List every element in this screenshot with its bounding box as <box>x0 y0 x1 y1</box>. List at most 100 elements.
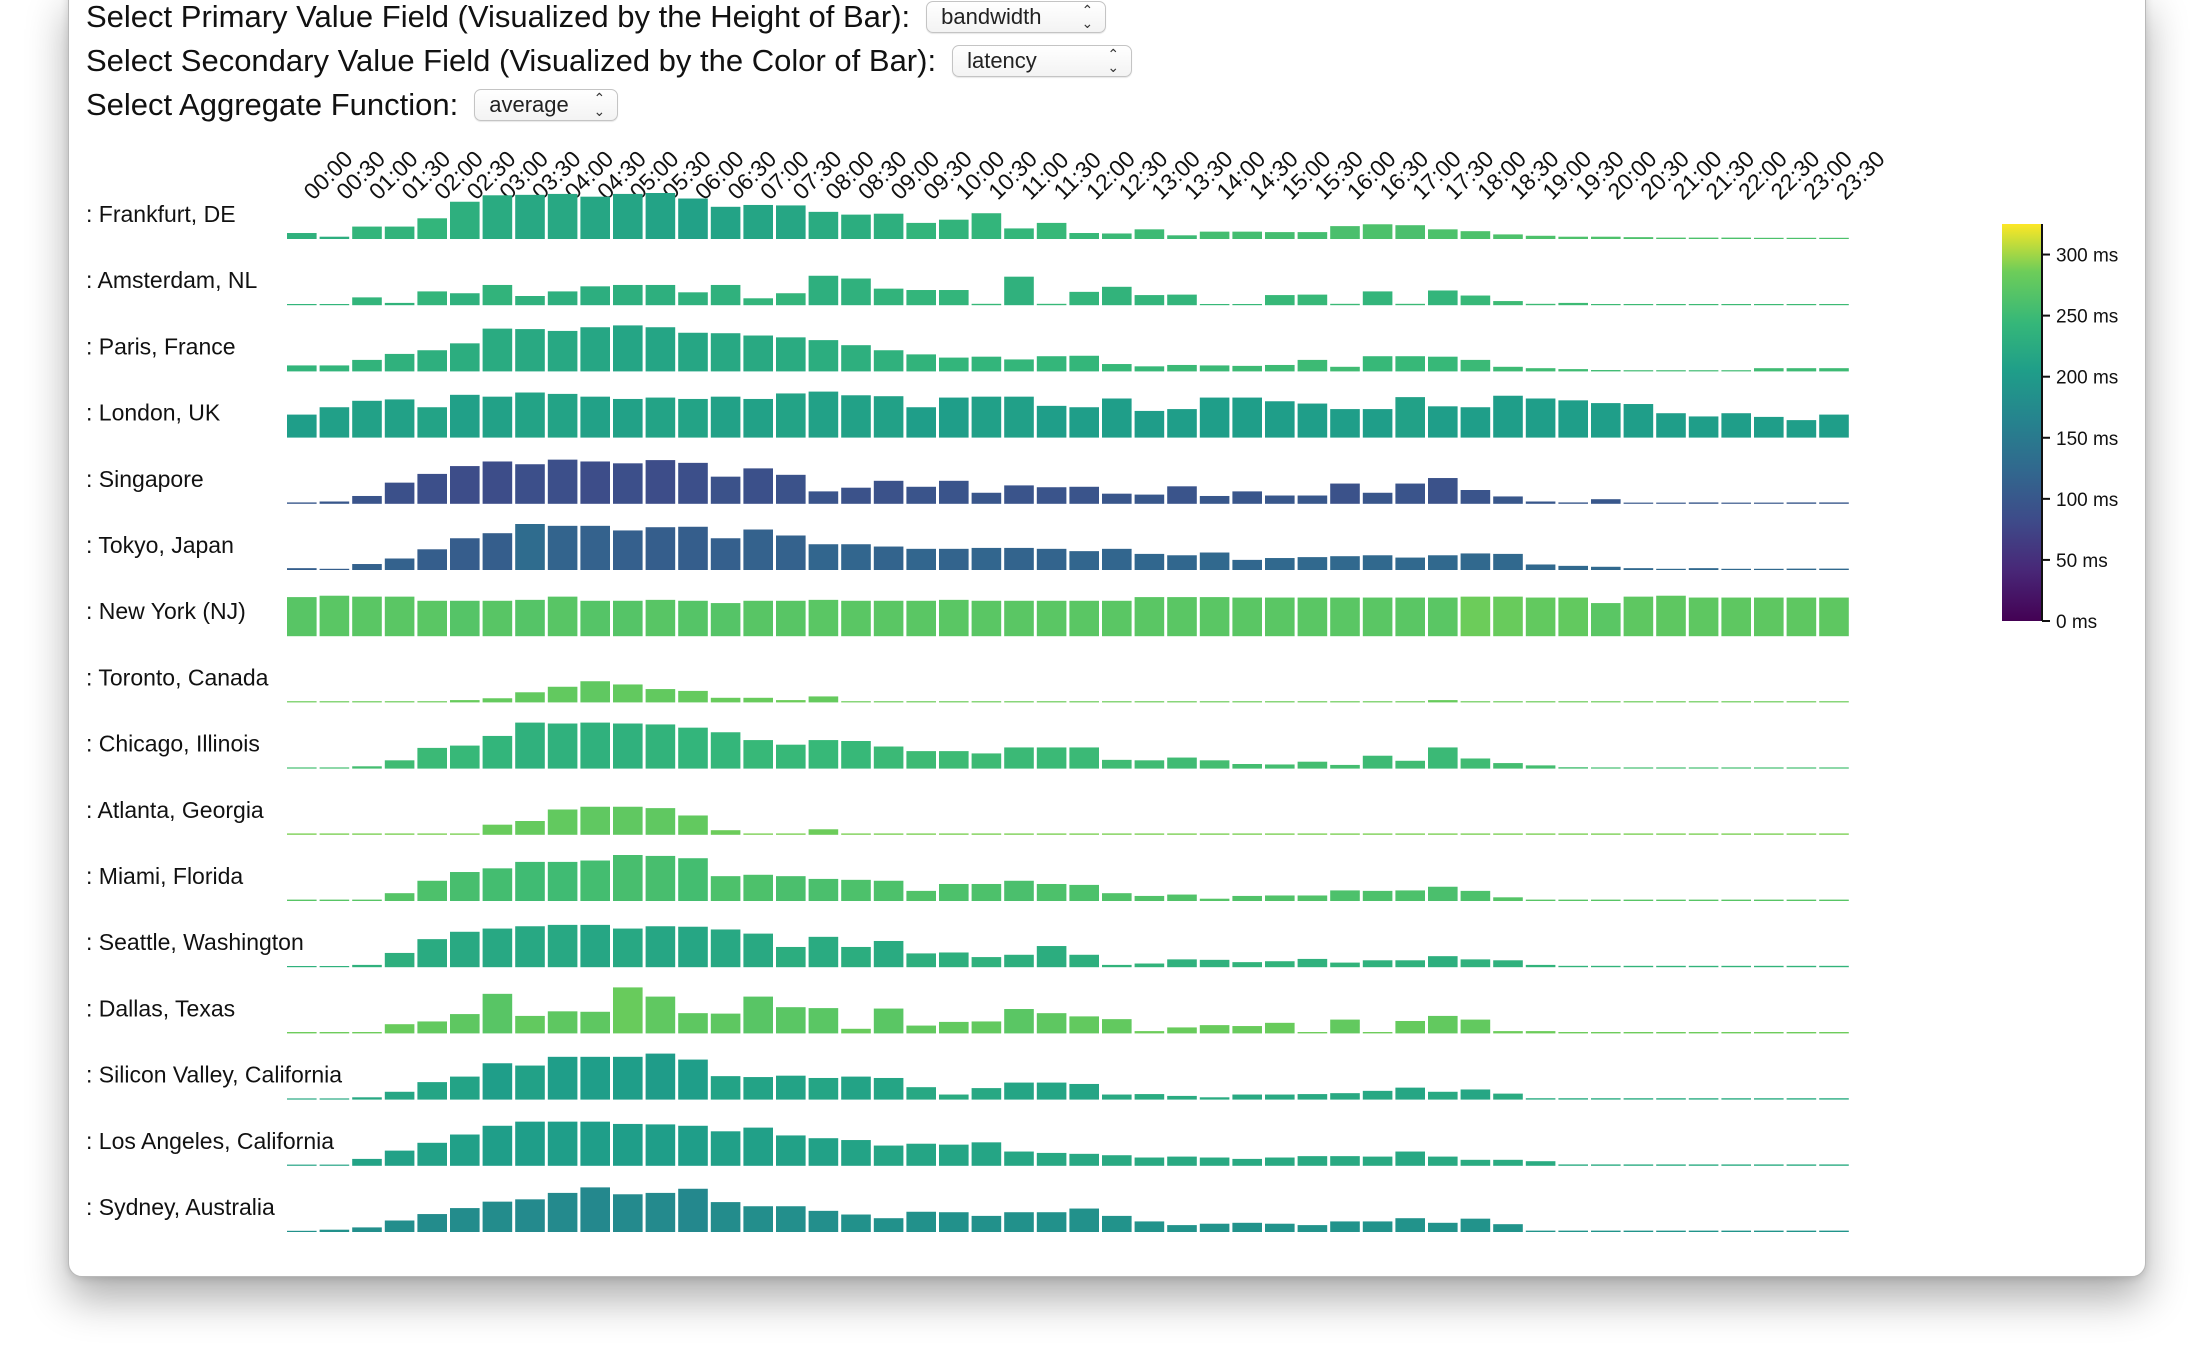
bar <box>1558 701 1588 703</box>
bar <box>613 806 643 835</box>
bar <box>906 953 936 968</box>
bar <box>1525 701 1556 703</box>
bar <box>873 746 904 769</box>
bar <box>1525 398 1556 438</box>
bar <box>1623 1164 1654 1166</box>
bar <box>1591 1098 1621 1100</box>
bar <box>1069 291 1099 306</box>
bar <box>678 1013 708 1034</box>
aggregate-function-select[interactable]: average ⌃ ⌄ <box>474 89 619 121</box>
bar <box>515 464 545 504</box>
bar <box>1786 767 1817 769</box>
bar <box>841 946 871 968</box>
bar <box>384 952 415 968</box>
bar <box>1265 597 1295 637</box>
bar <box>1134 1221 1165 1232</box>
bar <box>678 1125 708 1166</box>
bar <box>710 603 741 637</box>
bar <box>287 833 317 835</box>
bar <box>1265 1094 1295 1100</box>
bar <box>906 222 936 239</box>
bar <box>547 393 578 438</box>
bar <box>1428 1091 1458 1100</box>
bar <box>384 226 415 239</box>
bar <box>580 600 610 637</box>
bar <box>1167 833 1197 835</box>
bar <box>1102 286 1132 306</box>
bar <box>873 350 904 372</box>
bar <box>1004 1212 1034 1232</box>
bar <box>1493 496 1523 504</box>
bar <box>1428 290 1458 306</box>
bar <box>1395 303 1425 306</box>
bar <box>1362 597 1393 637</box>
bar <box>1786 1032 1817 1034</box>
bar <box>287 365 317 372</box>
bar <box>645 926 676 968</box>
row-label: : Toronto, Canada <box>86 664 269 690</box>
bar <box>906 548 936 570</box>
bar <box>1297 1156 1328 1166</box>
bar <box>1819 701 1849 703</box>
bar <box>580 681 610 703</box>
up-down-chevron-icon: ⌃ ⌄ <box>1107 46 1120 75</box>
bar <box>1493 301 1523 306</box>
bar <box>1460 1159 1491 1166</box>
bar <box>482 993 513 1034</box>
row-label: : Singapore <box>86 466 204 492</box>
bar <box>287 233 317 239</box>
bar <box>1688 597 1719 637</box>
bar <box>743 468 773 504</box>
bar <box>1721 502 1751 504</box>
bar <box>417 1142 447 1166</box>
bar <box>1036 1082 1067 1100</box>
primary-field-select[interactable]: bandwidth ⌃ ⌄ <box>926 1 1107 33</box>
bar <box>319 701 350 703</box>
bar <box>776 393 806 438</box>
bar <box>906 290 936 306</box>
bar-matrix-chart: 00:0000:3001:0001:3002:0002:3003:0003:30… <box>86 145 2118 1232</box>
bar <box>1428 597 1458 637</box>
bar <box>482 824 513 835</box>
bar <box>515 692 545 703</box>
bar <box>515 1199 545 1232</box>
bar <box>1102 1215 1132 1232</box>
bar <box>678 292 708 306</box>
bar <box>743 1127 773 1166</box>
bar <box>1199 1097 1230 1100</box>
bar <box>841 395 871 438</box>
bar <box>1428 747 1458 769</box>
bar <box>776 205 806 239</box>
row-label: : Paris, France <box>86 333 236 359</box>
bar <box>1721 833 1751 835</box>
bar <box>1199 231 1230 239</box>
bar <box>1232 1026 1262 1034</box>
bar <box>873 1218 904 1232</box>
bar <box>1297 701 1328 703</box>
bar <box>1069 551 1099 570</box>
bar <box>1819 368 1849 372</box>
bar <box>939 1021 969 1034</box>
bar <box>1362 291 1393 306</box>
bar <box>1004 485 1034 504</box>
bar <box>580 396 610 438</box>
bar <box>645 284 676 306</box>
bar <box>808 491 839 504</box>
secondary-field-select[interactable]: latency ⌃ ⌄ <box>952 45 1133 77</box>
bar <box>1428 555 1458 570</box>
bar <box>710 396 741 438</box>
bar <box>678 1188 708 1232</box>
bar <box>1362 1156 1393 1166</box>
bar <box>352 1032 382 1034</box>
bar <box>1721 237 1751 239</box>
bar <box>1819 414 1849 438</box>
primary-field-control: Select Primary Value Field (Visualized b… <box>86 0 1107 35</box>
bar <box>1623 899 1654 901</box>
bar <box>1754 1230 1784 1232</box>
bar <box>1167 409 1197 438</box>
bar <box>613 684 643 703</box>
bar <box>1656 595 1686 637</box>
bar <box>1754 416 1784 438</box>
bar <box>971 1142 1002 1166</box>
bar <box>939 397 969 438</box>
